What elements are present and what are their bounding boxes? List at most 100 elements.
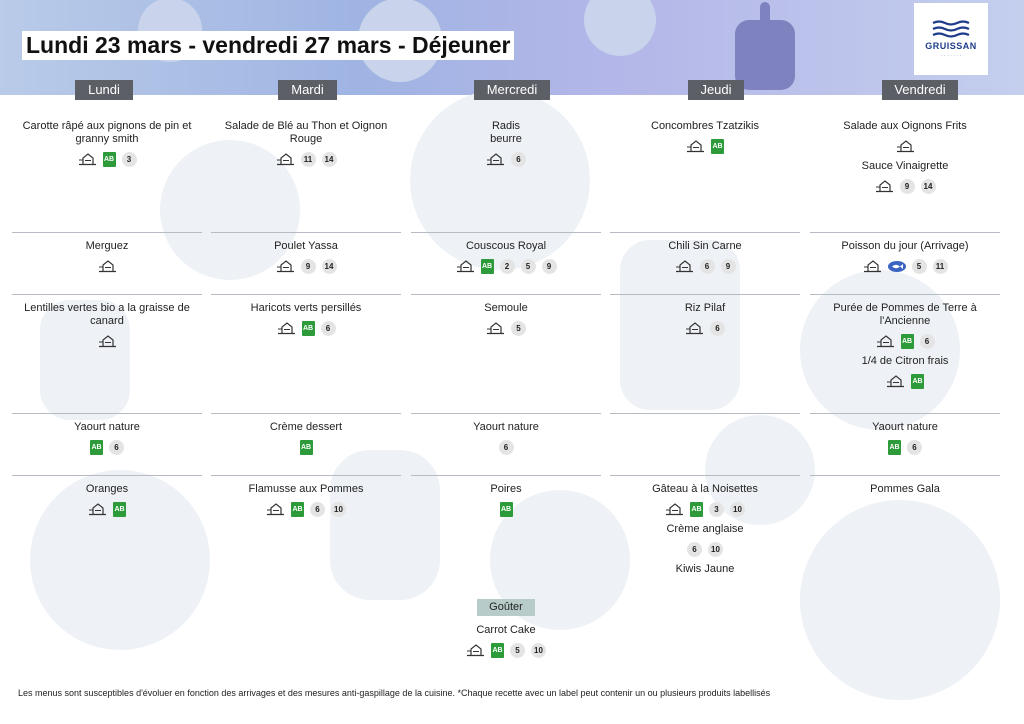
row-divider [810,232,1000,233]
dish-labels: AB 5 10 [411,642,601,658]
allergen-badge: 9 [541,258,557,274]
home-icon [896,140,914,153]
menu-cell: Yaourt nature AB 6 [12,421,202,461]
allergen-badge: 2 [499,258,515,274]
menu-cell: Merguez [12,240,202,280]
home-icon [875,180,893,193]
row-divider [211,232,401,233]
home-icon [276,153,294,166]
dish-labels: 11 14 [211,151,401,167]
allergen-badge: 10 [730,501,745,517]
allergen-badge: 6 [511,151,526,167]
dish-name: Sauce Vinaigrette [861,160,949,172]
allergen-badge: 6 [907,439,922,455]
dish-name: Riz Pilaf [684,302,726,314]
dish-labels: AB [810,373,1000,389]
day-header-lundi: Lundi [75,80,133,100]
ab-label-icon: AB [690,501,703,517]
dish-labels: 6 [411,439,601,455]
dish-labels [12,333,202,349]
row-divider [12,294,202,295]
home-icon [98,260,116,273]
logo-name: GRUISSAN [925,41,977,51]
allergen-badge: 9 [899,178,915,194]
allergen-badge: 10 [331,501,346,517]
allergen-badge: 5 [911,258,927,274]
row-divider [12,413,202,414]
allergen-badge: 3 [709,501,724,517]
dish-name: Poisson du jour (Arrivage) [841,240,969,252]
home-icon [887,375,904,388]
ab-label-icon: AB [491,642,504,658]
allergen-badge: 14 [321,151,337,167]
menu-cell: Yaourt nature 6 [411,421,601,461]
menu-cell: Haricots verts persillés AB 6 [211,302,401,342]
ab-label-icon: AB [900,333,914,349]
allergen-badge: 6 [687,541,702,557]
ab-label-icon: AB [711,138,724,154]
dish-name: Yaourt nature [872,421,938,433]
menu-cell: Oranges AB [12,483,202,523]
home-icon [456,260,474,273]
allergen-badge: 14 [920,178,936,194]
ab-label-icon: AB [291,501,304,517]
page-title: Lundi 23 mars - vendredi 27 mars - Déjeu… [22,31,515,60]
menu-cell: Purée de Pommes de Terre à l'Ancienne AB 6… [810,302,1000,395]
row-divider [12,232,202,233]
dish-name: Merguez [85,240,129,252]
home-icon [78,153,96,166]
row-divider [211,413,401,414]
dish-labels [12,258,202,274]
menu-cell: Flamusse aux Pommes AB 6 10 [211,483,401,523]
allergen-badge: 6 [699,258,715,274]
row-divider [411,294,601,295]
dish-labels: AB 3 [12,151,202,167]
menu-cell: Crème dessert AB [211,421,401,461]
gouter-dish: Carrot Cake AB 5 10 [411,624,601,664]
row-divider [411,232,601,233]
dish-labels: AB [411,501,601,517]
allergen-badge: 6 [310,501,325,517]
dish-name: Flamusse aux Pommes [248,483,364,495]
home-icon [277,322,295,335]
dish-name: Purée de Pommes de Terre à l'Ancienne [833,302,977,327]
menu-cell: Poisson du jour (Arrivage) 5 11 [810,240,1000,280]
footer-note: Les menus sont susceptibles d'évoluer en… [18,688,771,698]
menu-cell: Riz Pilaf 6 [610,302,800,342]
allergen-badge: 9 [300,258,316,274]
home-icon [863,260,881,273]
row-divider [810,413,1000,414]
home-icon [666,503,683,516]
menu-cell: Salade de Blé au Thon et Oignon Rouge 11 1… [211,120,401,173]
dish-name: Pommes Gala [870,483,940,495]
allergen-badge: 6 [109,439,124,455]
dish-name: Haricots verts persillés [250,302,362,314]
allergen-badge: 6 [919,333,935,349]
allergen-badge: 9 [720,258,736,274]
row-divider [610,294,800,295]
row-divider [411,413,601,414]
dish-name: Chili Sin Carne [668,240,742,252]
dish-name: Crème dessert [269,421,343,433]
day-header-jeudi: Jeudi [688,80,744,100]
allergen-badge: 6 [710,320,725,336]
dish-name: Salade aux Oignons Frits [843,120,967,132]
dish-labels: 5 [411,320,601,336]
row-divider [12,475,202,476]
menu-cell: Radis beurre 6 [411,120,601,173]
dish-labels: AB [211,439,401,455]
dish-labels: AB 6 10 [211,501,401,517]
dish-labels: 6 [411,151,601,167]
dish-labels: 6 [610,320,800,336]
dish-labels: AB 6 [12,439,202,455]
dish-labels: AB [12,501,202,517]
dish-name: Crème anglaise [666,523,744,535]
row-divider [810,294,1000,295]
allergen-badge: 6 [320,320,336,336]
home-icon [687,140,704,153]
dish-name: Gâteau à la Noisettes [652,483,758,495]
dish-labels: AB [610,138,800,154]
allergen-badge: 10 [531,642,546,658]
dish-name: Semoule [484,302,528,314]
